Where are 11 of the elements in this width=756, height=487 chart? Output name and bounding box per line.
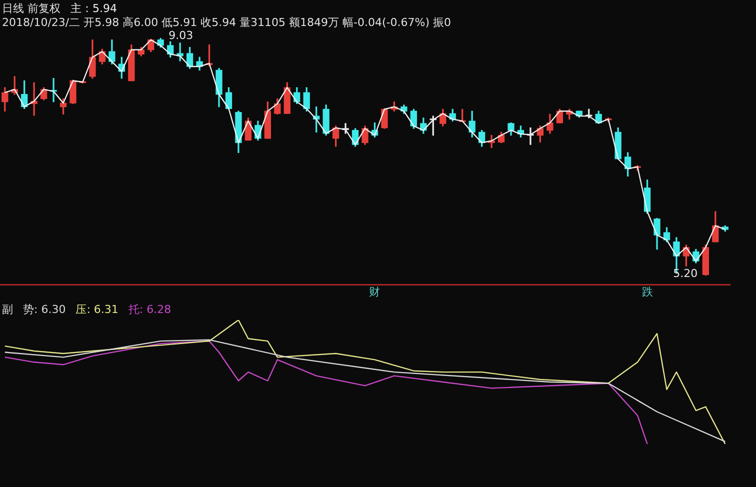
x-tick-label: 财 <box>369 285 380 298</box>
annotation: 9.03 <box>168 28 194 42</box>
x-tick-label: 跌 <box>642 285 653 298</box>
text: 势: 6.30 <box>23 302 66 317</box>
text: 压: 6.31 <box>76 302 118 317</box>
chart-title: 副 <box>2 302 13 317</box>
text: 主：5.94 <box>70 1 117 16</box>
chart-title: 日线 前复权 <box>2 1 60 16</box>
chart-subtitle: 2018/10/23/二 开5.98 高6.00 低5.91 收5.94 量31105 额1849万 幅-0.04(-0.67%) 振0 <box>2 15 451 30</box>
text: 托: 6.28 <box>128 302 172 317</box>
annotation: 5.20 <box>673 267 698 280</box>
